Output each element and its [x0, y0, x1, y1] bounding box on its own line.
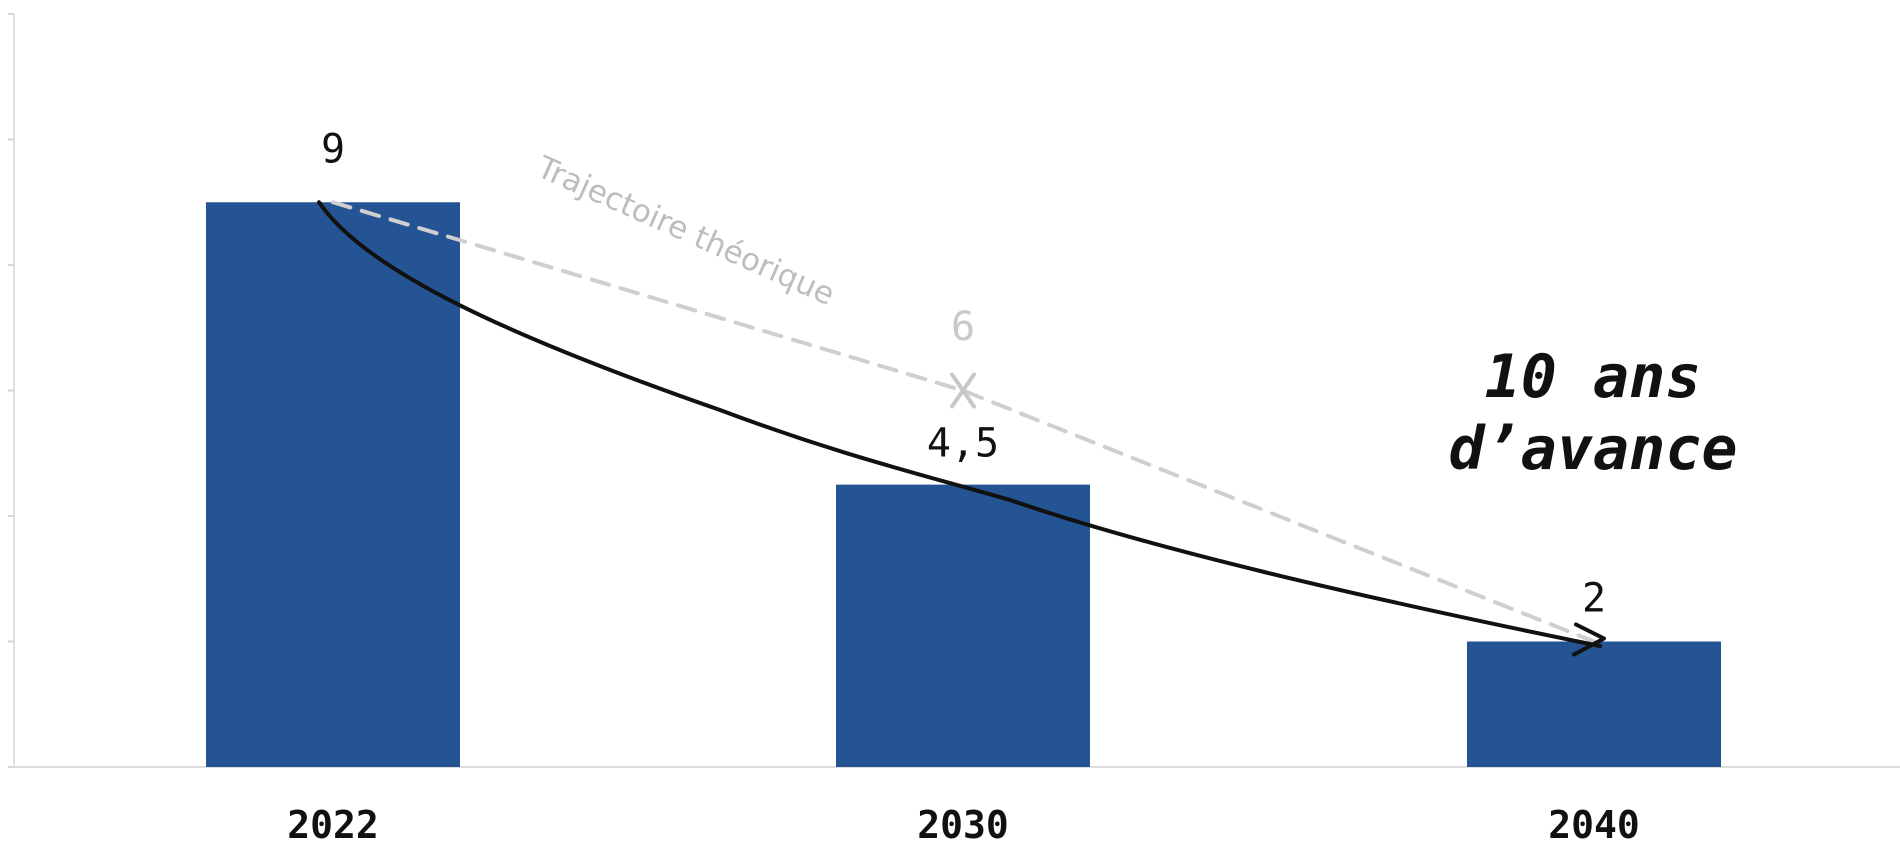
actual-trajectory-curve: [317, 200, 1602, 648]
bar-2022: [206, 202, 460, 767]
bar-2030: [836, 484, 1090, 767]
value-label-2030: 4,5: [927, 421, 999, 467]
callout-line-2: d’avance: [1449, 414, 1738, 484]
theoretical-trajectory: [331, 200, 1596, 644]
theoretical-trajectory-label: Trajectoire théorique: [531, 149, 840, 313]
theoretical-marker-x: [950, 372, 976, 409]
value-label-2040: 2: [1582, 576, 1606, 622]
theoretical-marker-label: 6: [951, 304, 975, 350]
x-tick-label-2022: 2022: [287, 803, 379, 842]
callout-line-1: 10 ans: [1485, 342, 1702, 412]
x-tick-label-2040: 2040: [1548, 803, 1640, 842]
actual-trajectory-arrowhead: [1572, 622, 1606, 657]
actual-curve-layer: [317, 200, 1606, 657]
bar-2040: [1467, 641, 1721, 767]
x-tick-label-2030: 2030: [917, 803, 1009, 842]
bars: [206, 202, 1721, 767]
theoretical-trajectory-line: [331, 200, 1596, 644]
labels: 2022 9 2030 4,5 2040 2: [287, 126, 1640, 842]
value-label-2022: 9: [321, 126, 345, 172]
